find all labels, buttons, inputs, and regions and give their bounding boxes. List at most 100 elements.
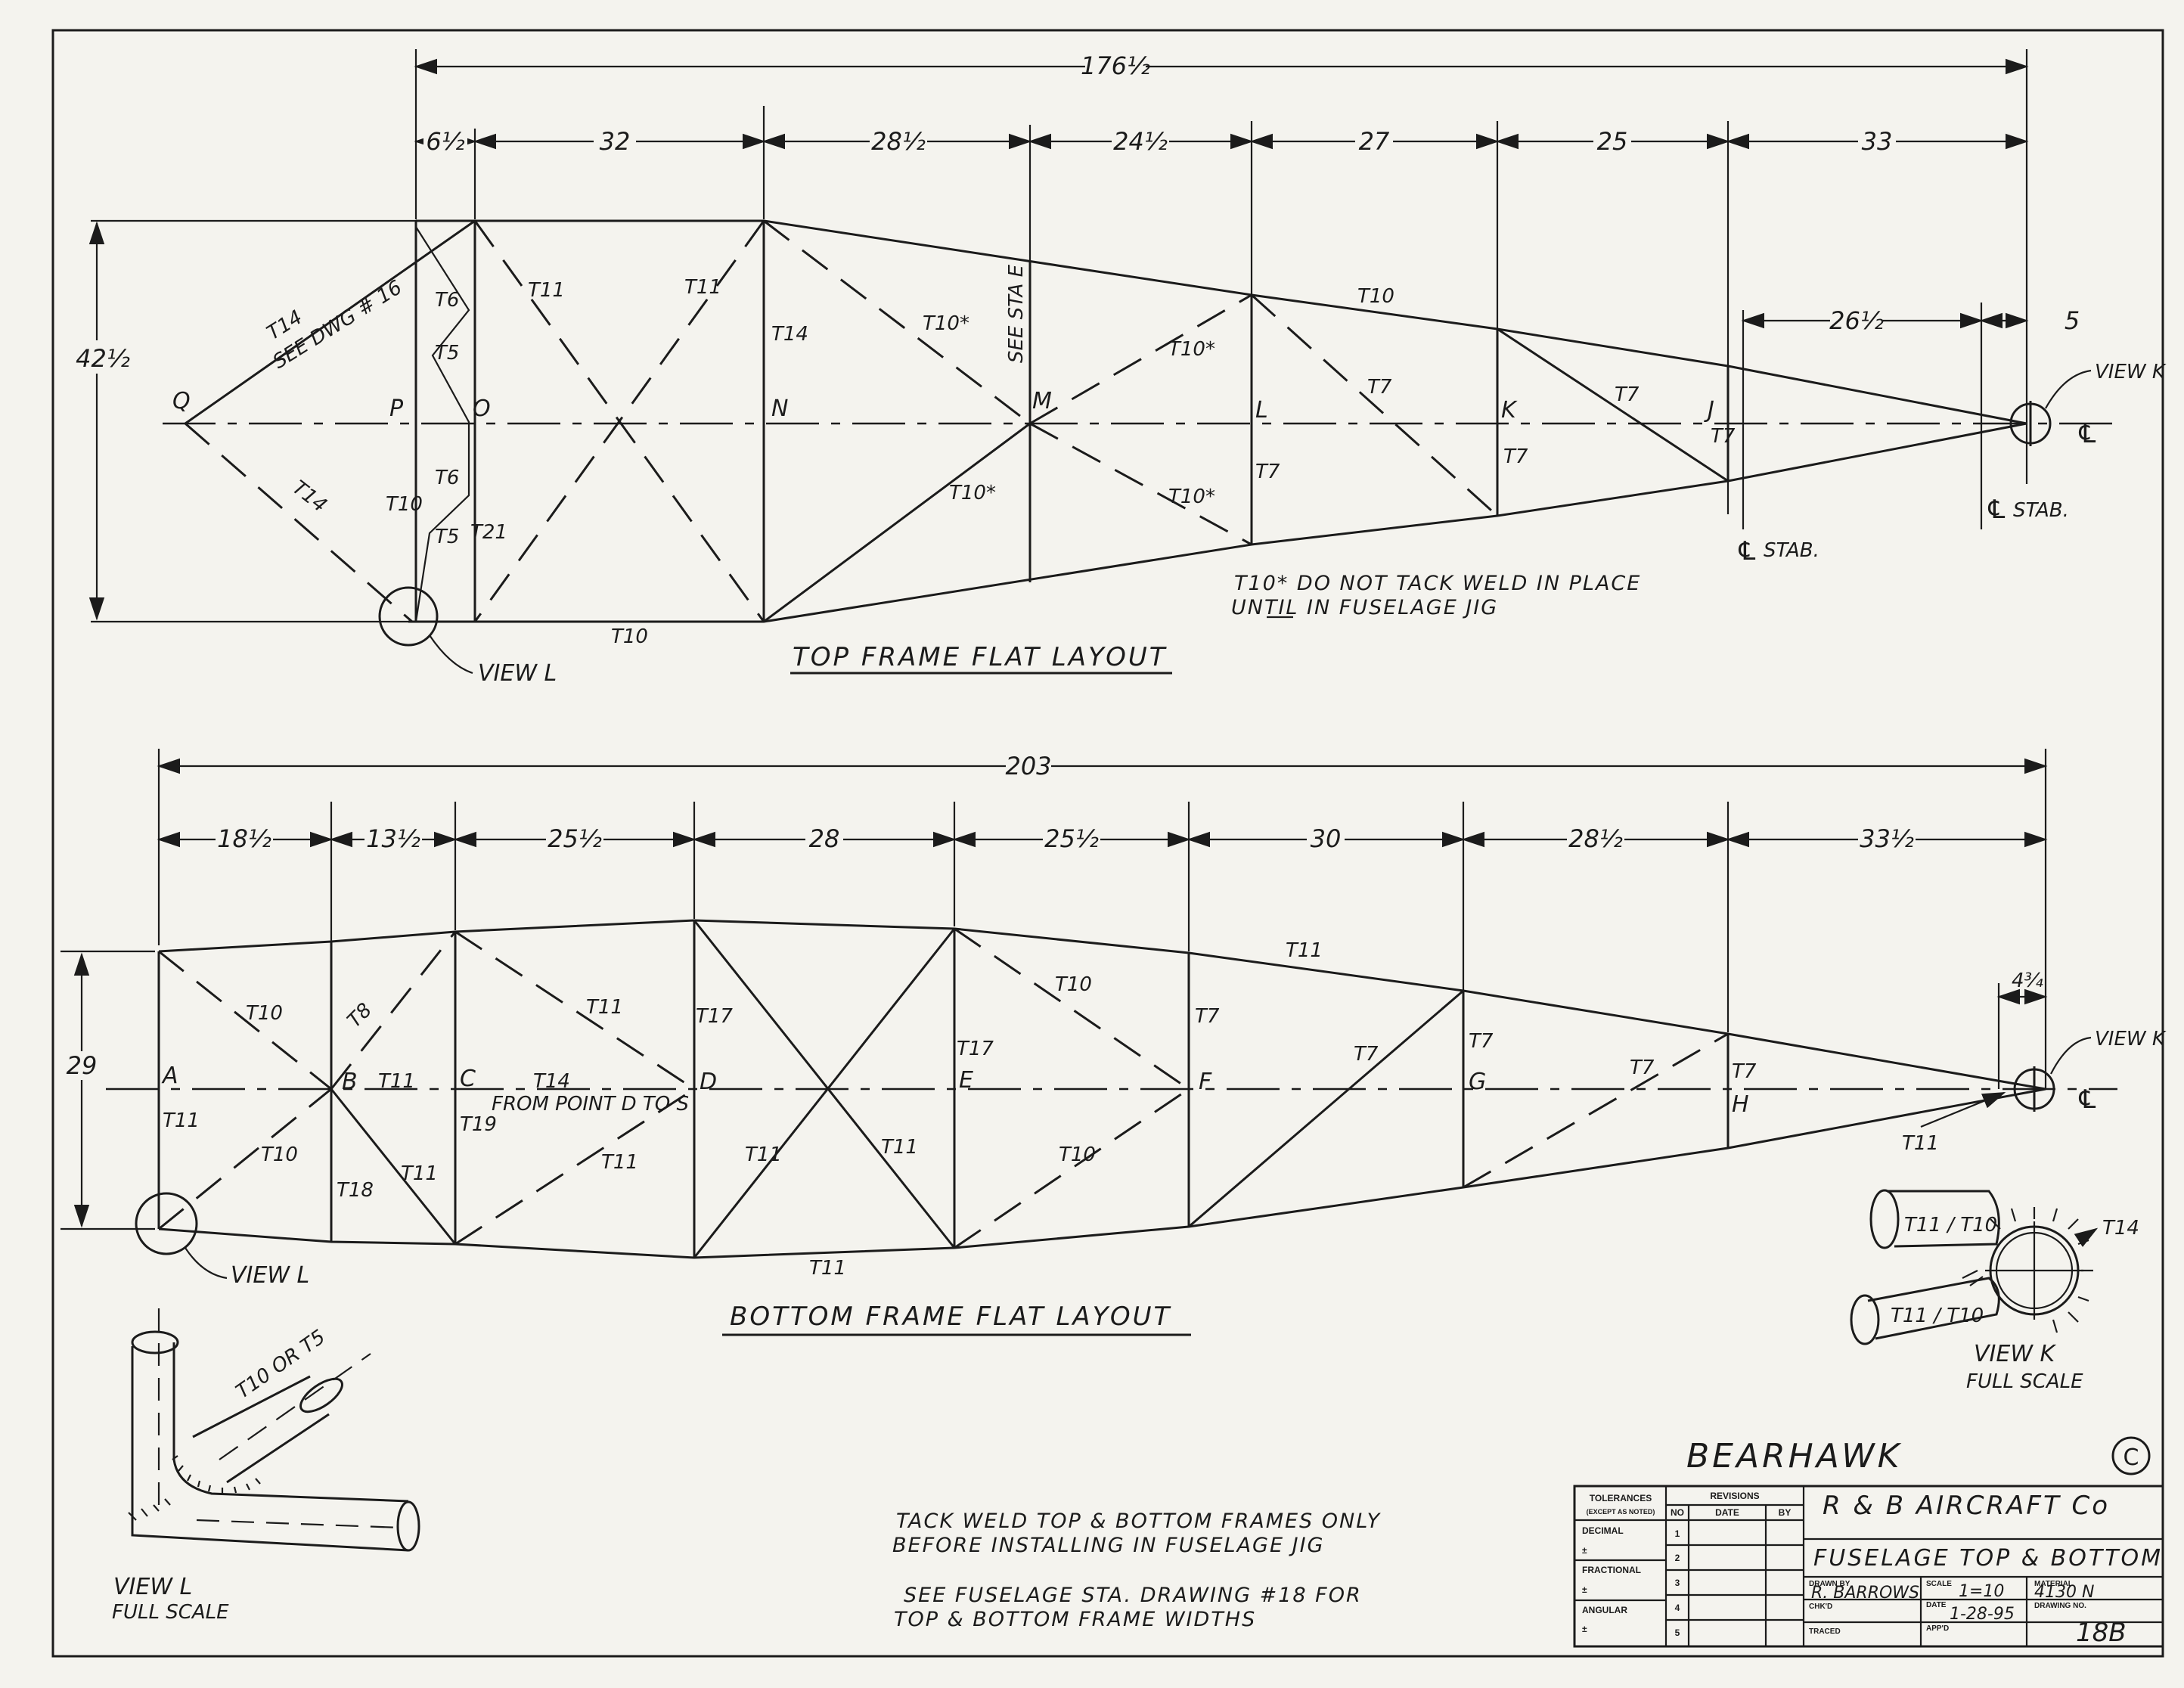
tb-scale-label: SCALE xyxy=(1926,1580,1952,1588)
point-o: O xyxy=(473,396,491,422)
bottom-tube-t11-bottom: T11 xyxy=(809,1257,846,1280)
bottom-dim-7: 28½ xyxy=(1568,824,1623,853)
bottom-dim-8: 33½ xyxy=(1860,824,1914,853)
bottom-tube-t11-4: T11 xyxy=(745,1143,782,1166)
top-tube-t7-l: T7 xyxy=(1255,461,1280,483)
tb-drawing-title: FUSELAGE TOP & BOTTOM xyxy=(1813,1545,2163,1572)
general-notes: TACK WELD TOP & BOTTOM FRAMES ONLY BEFOR… xyxy=(892,1510,1380,1631)
tb-date-value: 1-28-95 xyxy=(1950,1605,2015,1624)
bottom-extension-lines xyxy=(60,749,2047,1230)
bottom-verticals xyxy=(157,920,1730,1258)
point-a: A xyxy=(161,1063,178,1089)
copyright-circle xyxy=(2111,1436,2151,1475)
point-c: C xyxy=(460,1066,476,1092)
bottom-tube-t10-2: T10 xyxy=(1055,973,1092,996)
top-tube-t14-n: T14 xyxy=(771,323,808,346)
view-k-caption-1: VIEW K xyxy=(1974,1341,2057,1367)
tb-drawing-no-label: DRAWING NO. xyxy=(2034,1602,2086,1610)
top-tube-t5-1: T5 xyxy=(435,342,459,365)
top-dim-1: 6½ xyxy=(426,127,464,156)
top-view-l-leader xyxy=(429,635,473,675)
note-line-2: BEFORE INSTALLING IN FUSELAGE JIG xyxy=(892,1534,1324,1557)
top-tube-t6-1: T6 xyxy=(435,289,459,312)
bottom-tube-t11-3: T11 xyxy=(601,1151,638,1174)
tb-rev-5: 5 xyxy=(1675,1627,1680,1638)
bottom-tube-t11-left: T11 xyxy=(163,1109,200,1132)
point-p: P xyxy=(389,396,404,422)
point-e: E xyxy=(959,1067,973,1094)
top-tube-t21: T21 xyxy=(470,521,507,544)
view-k-detail: T11 / T10 T11 / T10 T14 VIEW K FULL SCAL… xyxy=(1850,1189,2139,1393)
bottom-tube-t11-k: T11 xyxy=(1902,1132,1939,1155)
top-view-l-label: VIEW L xyxy=(478,660,557,687)
bottom-centerline-symbol: ℄ xyxy=(2076,1084,2101,1115)
top-tube-t11-2: T11 xyxy=(684,276,721,299)
tb-except: (EXCEPT AS NOTED) xyxy=(1587,1508,1655,1516)
tb-date-label: DATE xyxy=(1926,1601,1947,1609)
tb-drawn-by-label: DRAWN BY xyxy=(1809,1580,1851,1588)
bottom-from-point-d-to-s: FROM POINT D TO S xyxy=(492,1093,689,1116)
bottom-diagonals xyxy=(158,920,1729,1258)
view-k-ring-label: T14 xyxy=(2102,1217,2139,1240)
top-tube-t7-k: T7 xyxy=(1503,445,1528,468)
bottom-overall-dim: 203 xyxy=(1005,752,1051,780)
top-tube-t10s-2: T10* xyxy=(1168,338,1215,361)
top-tube-t10-p: T10 xyxy=(386,493,423,516)
bottom-t11-leader xyxy=(1920,1091,2006,1128)
top-view-k-leader xyxy=(2045,369,2092,409)
bottom-tube-t7-h: T7 xyxy=(1732,1060,1757,1083)
tb-material: 4130 N xyxy=(2034,1583,2094,1602)
top-tube-t10-bottom: T10 xyxy=(611,625,648,648)
top-tube-t6-2: T6 xyxy=(435,467,459,489)
top-verticals xyxy=(414,221,1730,622)
tb-pm-3: ± xyxy=(1582,1624,1587,1634)
top-stab-label-2: STAB. xyxy=(1764,539,1819,562)
bottom-view-k-label: VIEW K xyxy=(2095,1028,2167,1050)
top-frame-layout: 176½ 6½ 32 28½ 24½ 27 25 33 26½ 5 42½ xyxy=(76,49,2167,687)
top-sub-dim-2: 5 xyxy=(2065,306,2080,335)
bottom-view-k-leader xyxy=(2050,1036,2092,1075)
point-f: F xyxy=(1199,1069,1212,1095)
bottom-tube-t11-1: T11 xyxy=(586,996,623,1019)
view-l-detail: T10 OR T5 VIEW L FULL SCALE xyxy=(112,1308,420,1624)
top-tube-t5-2: T5 xyxy=(435,526,459,548)
bottom-tube-t7-2: T7 xyxy=(1354,1043,1379,1066)
top-note-line-1: T10* DO NOT TACK WELD IN PLACE xyxy=(1234,572,1641,595)
tb-scale: 1=10 xyxy=(1959,1582,2004,1601)
tb-tolerances: TOLERANCES xyxy=(1590,1493,1652,1503)
bottom-tube-t7-3: T7 xyxy=(1630,1057,1655,1079)
tb-appd: APP'D xyxy=(1926,1624,1949,1633)
top-note-line-2: UNTIL IN FUSELAGE JIG xyxy=(1231,596,1498,619)
tb-company: R & B AIRCRAFT Co xyxy=(1823,1491,2110,1521)
bottom-tube-t10-3: T10 xyxy=(261,1143,298,1166)
top-tube-t10s-3: T10* xyxy=(949,482,996,504)
point-j: J xyxy=(1704,397,1714,424)
top-height-dim: 42½ xyxy=(76,344,130,373)
bottom-tube-t11-5: T11 xyxy=(881,1136,918,1159)
top-view-k-label: VIEW K xyxy=(2095,361,2167,383)
top-dim-5: 27 xyxy=(1359,127,1390,156)
bottom-tube-t11-2: T11 xyxy=(401,1162,438,1185)
point-m: M xyxy=(1032,388,1052,414)
bottom-view-l-label: VIEW L xyxy=(231,1262,309,1289)
note-line-4: TOP & BOTTOM FRAME WIDTHS xyxy=(894,1608,1256,1631)
top-sub-dim-1: 26½ xyxy=(1829,306,1884,335)
bottom-tube-t7-g: T7 xyxy=(1469,1030,1494,1053)
bottom-tube-t11-bc: T11 xyxy=(378,1070,415,1093)
bottom-dim-4: 28 xyxy=(809,824,840,853)
bottom-tube-t7-f: T7 xyxy=(1195,1005,1220,1028)
tb-rev-4: 4 xyxy=(1675,1603,1680,1613)
bottom-tube-t14: T14 xyxy=(533,1070,570,1093)
top-centerline-symbol: ℄ xyxy=(2076,419,2101,449)
top-view-l-circle xyxy=(378,586,439,647)
point-h: H xyxy=(1732,1091,1749,1118)
sheet-border xyxy=(51,29,2164,1658)
bottom-tube-t18: T18 xyxy=(337,1179,374,1202)
bottom-view-l-circle xyxy=(135,1192,198,1255)
top-diagonals xyxy=(185,219,1729,623)
tb-decimal: DECIMAL xyxy=(1582,1525,1624,1536)
tb-rev-3: 3 xyxy=(1675,1578,1680,1588)
top-dim-2: 32 xyxy=(600,127,631,156)
bottom-tube-t17-1: T17 xyxy=(696,1005,733,1028)
note-line-3: SEE FUSELAGE STA. DRAWING #18 FOR xyxy=(904,1584,1362,1607)
